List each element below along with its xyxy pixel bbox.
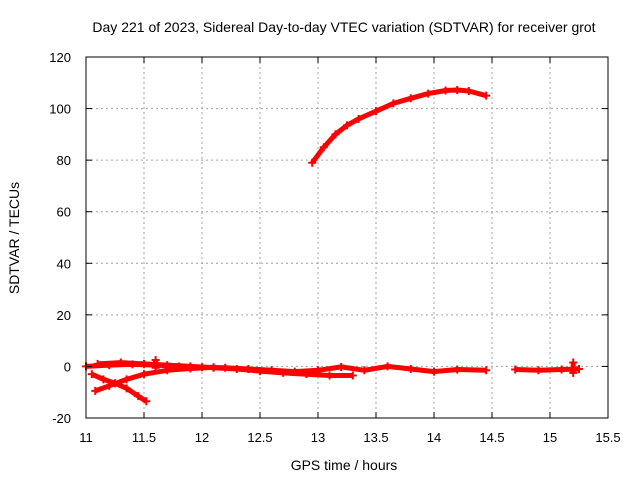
data-point: [482, 366, 491, 375]
y-tick-label: 120: [49, 50, 71, 65]
data-point: [105, 381, 114, 390]
series-group: [82, 86, 583, 406]
data-point: [557, 365, 566, 374]
data-point: [186, 364, 195, 373]
data-point: [319, 143, 328, 152]
data-point: [140, 370, 148, 379]
data-point: [482, 91, 491, 100]
data-point: [424, 89, 433, 98]
data-point: [308, 158, 317, 167]
data-point: [337, 362, 346, 371]
data-point: [569, 368, 578, 377]
x-tick-label: 11.5: [132, 430, 156, 445]
data-point: [331, 130, 340, 139]
data-point: [122, 375, 131, 384]
data-point: [453, 365, 462, 374]
data-point: [99, 375, 108, 384]
data-point: [140, 359, 148, 368]
plot-frame: [85, 56, 609, 419]
x-tick-label: 13: [311, 430, 325, 445]
data-point: [302, 370, 311, 379]
data-point: [256, 367, 264, 376]
x-tick-labels: 11 11.5 12 12.5 13 13.5 14 14.5 15 15.5: [79, 430, 620, 445]
x-tick-label: 15.5: [595, 430, 620, 445]
data-point: [142, 397, 151, 406]
data-point: [406, 94, 415, 103]
y-tick-label: 40: [57, 256, 71, 271]
data-point: [534, 366, 543, 375]
series-line-high-arc: [310, 87, 487, 165]
data-point: [325, 371, 334, 380]
data-point: [93, 359, 102, 368]
data-point: [383, 362, 392, 371]
y-axis-label: SDTVAR / TECUs: [6, 182, 22, 294]
y-tick-label: 0: [64, 359, 71, 374]
data-point: [441, 86, 450, 95]
x-tick-label: 14.5: [479, 430, 504, 445]
data-point: [430, 367, 438, 376]
x-tick-label: 13.5: [363, 430, 388, 445]
data-point: [453, 86, 462, 95]
y-tick-label: 100: [49, 102, 71, 117]
data-point: [279, 368, 288, 377]
data-point: [209, 363, 218, 372]
chart-title: Day 221 of 2023, Sidereal Day-to-day VTE…: [92, 19, 595, 35]
data-point: [134, 392, 143, 401]
x-tick-label: 12: [195, 430, 209, 445]
y-tick-label: 60: [57, 205, 71, 220]
data-point: [354, 114, 363, 123]
y-tick-label: -20: [52, 411, 71, 426]
data-point: [151, 355, 160, 364]
data-point: [389, 99, 398, 108]
data-point: [343, 121, 351, 130]
data-point: [163, 366, 172, 375]
tick-marks: [85, 56, 609, 419]
data-point: [372, 107, 380, 116]
data-point: [575, 365, 583, 374]
x-tick-label: 14: [427, 430, 441, 445]
y-tick-label: 80: [57, 153, 71, 168]
data-point: [406, 365, 415, 374]
data-point: [151, 363, 160, 372]
x-tick-label: 11: [79, 430, 93, 445]
data-point: [348, 371, 357, 380]
y-tick-label: 20: [57, 308, 71, 323]
grid-lines: [86, 57, 608, 418]
series-line-base-3: [515, 366, 580, 373]
data-point: [569, 358, 578, 367]
y-tick-labels: -20 0 20 40 60 80 100 120: [49, 50, 71, 426]
data-point: [91, 386, 100, 395]
data-point: [116, 358, 125, 367]
data-point: [511, 365, 520, 374]
series-line-rise: [94, 364, 214, 394]
x-tick-label: 12.5: [247, 430, 272, 445]
x-tick-label: 15: [543, 430, 557, 445]
data-point: [464, 87, 473, 96]
data-point: [232, 365, 241, 374]
data-point: [87, 370, 96, 379]
data-point: [122, 384, 131, 393]
x-axis-label: GPS time / hours: [291, 457, 398, 473]
data-point: [360, 366, 369, 375]
